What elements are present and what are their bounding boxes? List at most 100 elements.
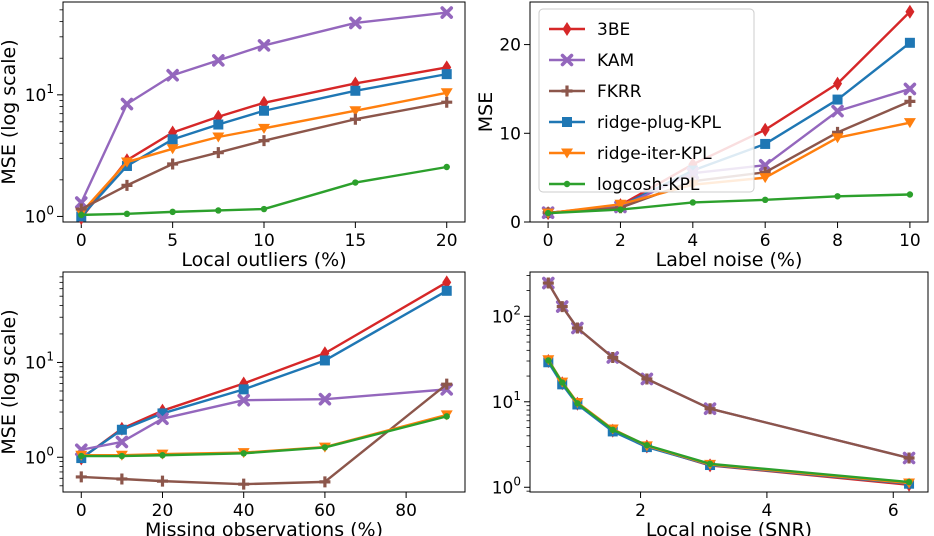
- legend-label: FKRR: [597, 82, 642, 102]
- series-line-3be: [80, 281, 448, 460]
- point-logcosh-kpl: [118, 452, 126, 460]
- point-fkrr: [238, 478, 250, 490]
- point-logcosh-kpl: [617, 206, 624, 213]
- y-tick-label: 100: [25, 203, 54, 227]
- point-logcosh-kpl: [643, 442, 651, 449]
- point-logcosh-kpl: [689, 199, 697, 206]
- legend-marker: [562, 22, 572, 36]
- legend-box: [538, 8, 755, 193]
- series-ridge-iter-kpl: [542, 355, 916, 489]
- x-axis-label: Local noise (SNR): [646, 519, 812, 536]
- point-ridge-iter-kpl: [258, 123, 270, 134]
- point-logcosh-kpl: [609, 426, 616, 434]
- point-kam: [212, 54, 225, 67]
- legend-entry-ridge-plug-kpl: ridge-plug-KPL: [549, 113, 722, 133]
- point-3be: [905, 4, 915, 19]
- point-logcosh-kpl: [905, 478, 913, 486]
- point-fkrr: [556, 301, 568, 313]
- series-line-ridge-plug-kpl: [80, 289, 448, 460]
- series-fkrr: [542, 277, 915, 464]
- point-logcosh-kpl: [906, 191, 914, 198]
- point-logcosh-kpl: [240, 450, 247, 457]
- point-kam: [115, 435, 129, 449]
- point-kam: [156, 412, 169, 426]
- point-ridge-plug-kpl: [760, 138, 771, 149]
- point-logcosh-kpl: [123, 210, 131, 218]
- x-tick-label: 5: [167, 231, 178, 251]
- series-line-logcosh-kpl: [81, 415, 448, 458]
- chart-local-noise: 2 4 6 100 101 102 Local noise (SNR): [492, 271, 929, 536]
- legend-entry-logcosh-kpl: logcosh-KPL: [549, 175, 700, 195]
- x-tick-label: 6: [888, 501, 899, 521]
- legend-label: logcosh-KPL: [597, 175, 700, 195]
- point-logcosh-kpl: [559, 379, 566, 386]
- point-kam: [831, 104, 844, 118]
- point-fkrr: [319, 476, 331, 488]
- point-fkrr: [258, 135, 270, 147]
- x-tick-label: 4: [687, 231, 698, 251]
- point-logcosh-kpl: [544, 209, 552, 217]
- chart-local-outliers: 0 5 10 15 20 100 101 Local outliers (%) MSE (log…: [0, 1, 466, 271]
- point-ridge-iter-kpl: [120, 157, 133, 168]
- series-line-logcosh-kpl: [548, 193, 910, 215]
- point-logcosh-kpl: [78, 211, 85, 219]
- legend-entry-fkrr: FKRR: [549, 82, 642, 102]
- series-logcosh-kpl: [78, 413, 450, 460]
- x-tick-label: 2: [615, 231, 626, 251]
- point-fkrr: [571, 322, 583, 334]
- point-logcosh-kpl: [78, 452, 85, 460]
- point-kam: [903, 82, 917, 96]
- x-tick-label: 0: [76, 501, 87, 521]
- legend-label: ridge-plug-KPL: [597, 113, 722, 133]
- point-fkrr: [116, 473, 128, 485]
- point-ridge-plug-kpl: [441, 69, 452, 80]
- point-ridge-iter-kpl: [614, 199, 627, 210]
- point-fkrr: [212, 147, 224, 159]
- point-fkrr: [75, 471, 87, 483]
- point-ridge-iter-kpl: [349, 106, 362, 117]
- legend-marker: [560, 53, 574, 67]
- series-line-logcosh-kpl: [547, 359, 910, 484]
- x-tick-label: 80: [395, 501, 417, 521]
- point-fkrr: [349, 113, 361, 125]
- point-ridge-plug-kpl: [213, 119, 224, 130]
- series-line-kam: [81, 388, 447, 451]
- point-ridge-plug-kpl: [167, 134, 178, 145]
- legend-label: ridge-iter-KPL: [597, 144, 712, 164]
- y-axis-label: MSE: [475, 92, 497, 132]
- x-tick-label: 8: [832, 231, 843, 251]
- legend-marker: [563, 180, 571, 188]
- x-tick-label: 10: [899, 231, 921, 251]
- point-ridge-plug-kpl: [157, 408, 168, 419]
- y-tick-label: 102: [492, 303, 521, 327]
- series-kam: [74, 6, 454, 209]
- point-fkrr: [904, 95, 916, 107]
- point-kam: [758, 158, 772, 172]
- point-fkrr: [441, 378, 453, 390]
- x-axis-label: Label noise (%): [656, 249, 803, 271]
- point-ridge-plug-kpl: [441, 285, 452, 296]
- point-ridge-plug-kpl: [319, 355, 330, 366]
- point-ridge-plug-kpl: [259, 105, 269, 116]
- point-kam: [318, 392, 332, 406]
- series-line-fkrr: [81, 383, 448, 486]
- point-logcosh-kpl: [574, 400, 581, 407]
- point-logcosh-kpl: [834, 193, 841, 200]
- point-fkrr: [167, 158, 179, 170]
- x-tick-label: 0: [543, 231, 554, 251]
- series-logcosh-kpl: [78, 163, 450, 219]
- plot-frame: [529, 271, 929, 493]
- x-tick-label: 40: [233, 501, 255, 521]
- x-tick-label: 6: [760, 231, 771, 251]
- point-3be: [760, 122, 770, 137]
- point-kam: [257, 39, 271, 52]
- point-ridge-plug-kpl: [350, 85, 361, 96]
- point-logcosh-kpl: [761, 196, 769, 204]
- x-tick-label: 4: [761, 501, 772, 521]
- series-3be: [543, 354, 914, 492]
- series-group: [74, 6, 454, 226]
- point-logcosh-kpl: [260, 205, 268, 213]
- point-ridge-plug-kpl: [904, 37, 915, 48]
- plot-frame: [529, 1, 929, 223]
